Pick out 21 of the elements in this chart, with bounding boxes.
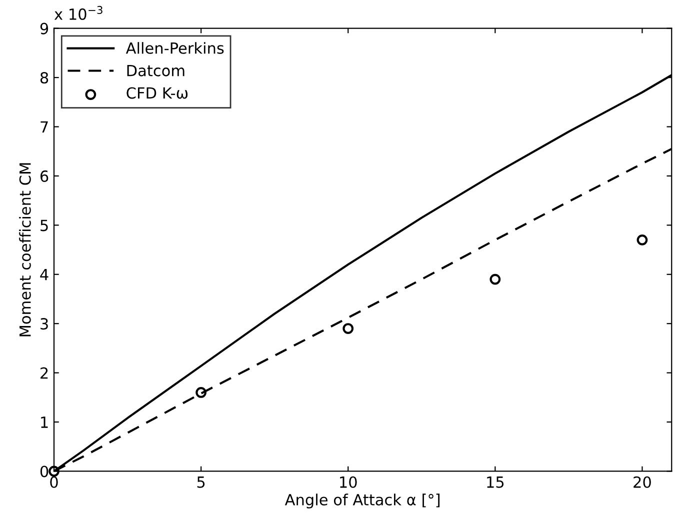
- x-tick-label: 5: [197, 476, 205, 488]
- y-tick-label: 2: [40, 367, 48, 379]
- y-tick-label: 6: [40, 170, 48, 182]
- y-axis-title: Moment coefficient CM: [19, 163, 31, 336]
- x-tick-label: 15: [487, 476, 504, 488]
- x-tick-label: 10: [340, 476, 357, 488]
- legend-label: Datcom: [127, 64, 184, 76]
- y-tick-label: 0: [40, 466, 48, 478]
- y-tick-label: 5: [40, 220, 48, 232]
- text: x 10$^{−3}$: [54, 6, 102, 20]
- y-tick-label: 7: [40, 121, 48, 133]
- x-tick-label: 0: [50, 476, 58, 488]
- legend-label: CFD K-ω: [126, 87, 188, 99]
- legend-label: Allen-Perkins: [126, 42, 224, 54]
- y-tick-label: 9: [40, 22, 48, 34]
- x-axis-title: Angle of Attack α [°]: [284, 494, 440, 508]
- y-tick-label: 4: [40, 269, 48, 280]
- y-tick-label: 1: [41, 416, 48, 428]
- x-tick-label: 20: [634, 476, 651, 488]
- y-tick-label: 8: [40, 72, 48, 84]
- y-tick-label: 3: [40, 318, 48, 330]
